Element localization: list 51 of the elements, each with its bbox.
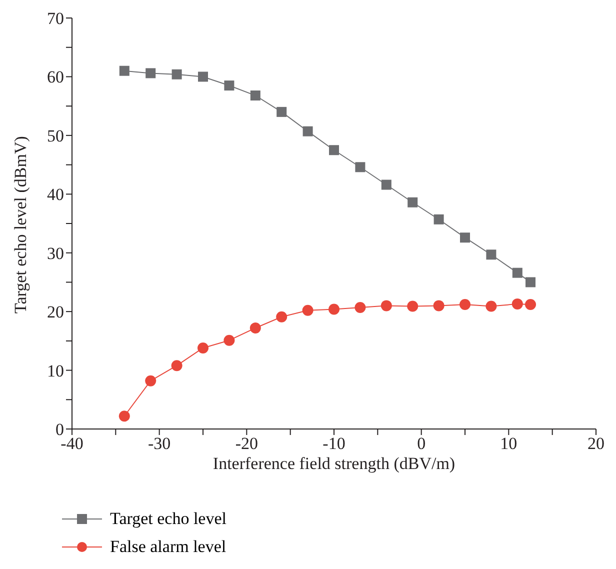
- point: [408, 197, 418, 208]
- point: [276, 106, 287, 117]
- point: [381, 180, 392, 190]
- point: [460, 299, 470, 310]
- x-tick-label: 20: [588, 434, 604, 454]
- point: [329, 145, 339, 156]
- point: [302, 304, 314, 316]
- point: [512, 268, 522, 278]
- x-tick-label: -30: [148, 434, 171, 454]
- x-tick-label: -20: [235, 434, 258, 454]
- x-tick-label: 0: [417, 434, 426, 454]
- point: [146, 68, 156, 78]
- y-axis-title: Target echo level (dBmV): [11, 136, 30, 314]
- y-tick-label: 50: [47, 126, 64, 146]
- point: [171, 360, 182, 372]
- x-tick-label: 10: [500, 434, 518, 454]
- point: [119, 66, 130, 76]
- y-tick-label: 60: [47, 68, 64, 87]
- point: [250, 322, 261, 334]
- point: [250, 90, 260, 101]
- point: [172, 69, 182, 80]
- y-tick-label: 10: [47, 361, 64, 380]
- point: [198, 342, 208, 354]
- point: [525, 299, 536, 310]
- point: [198, 72, 208, 82]
- point: [302, 126, 313, 136]
- point: [460, 232, 470, 243]
- point: [434, 214, 444, 224]
- legend-label: False alarm level: [110, 537, 226, 557]
- point: [512, 298, 523, 310]
- y-tick-label: 70: [47, 9, 64, 28]
- point: [118, 410, 130, 422]
- point: [354, 302, 366, 313]
- point: [407, 300, 418, 312]
- point: [433, 300, 444, 312]
- point: [355, 162, 366, 172]
- point: [380, 300, 392, 312]
- y-tick-label: 20: [47, 302, 64, 322]
- y-tick-label: 40: [47, 185, 64, 204]
- point: [276, 311, 288, 322]
- point: [224, 334, 235, 346]
- x-axis-title: Interference field strength (dBV/m): [212, 454, 456, 473]
- point: [224, 80, 234, 91]
- point: [486, 250, 496, 260]
- point: [486, 300, 497, 312]
- x-tick-label: -10: [322, 434, 346, 454]
- y-tick-label: 30: [47, 244, 64, 263]
- legend-label: Target echo level: [110, 509, 226, 529]
- point: [526, 277, 536, 288]
- point: [145, 375, 156, 386]
- point: [328, 304, 340, 315]
